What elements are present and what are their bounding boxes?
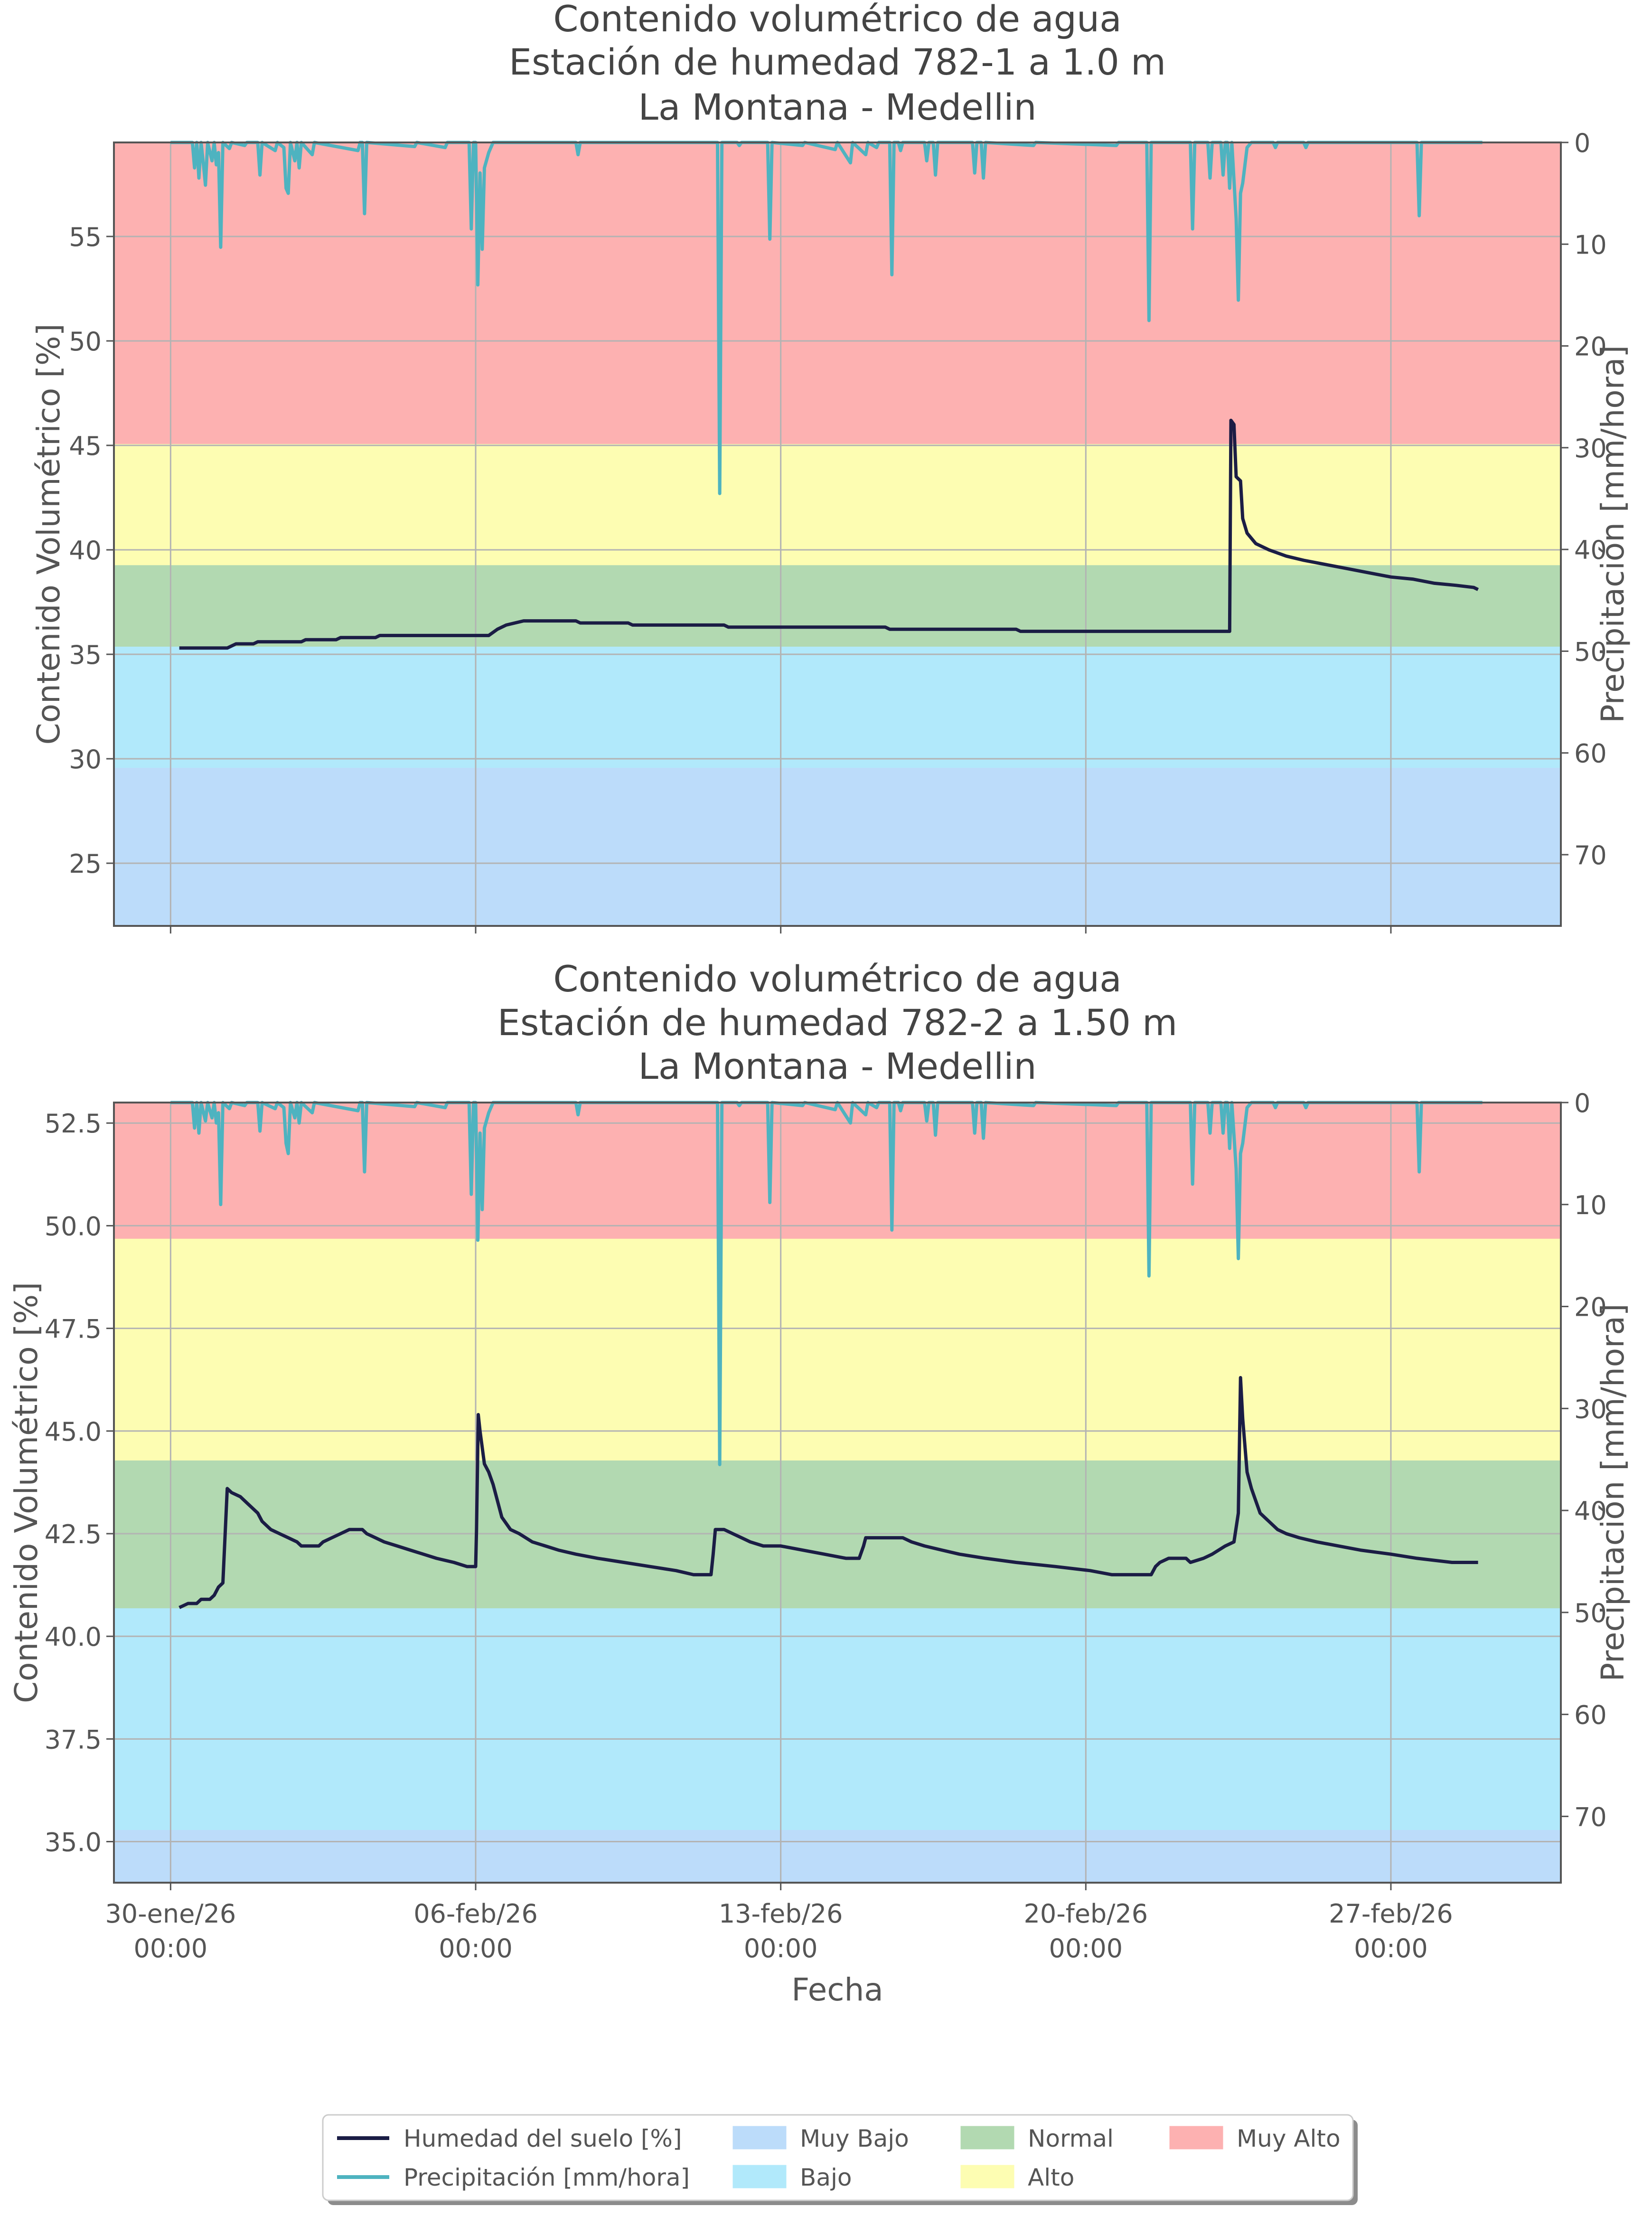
legend-entry-bajo-label: Bajo	[800, 2164, 852, 2191]
y-right-tick-label: 0	[1574, 128, 1590, 158]
band-alto	[113, 1237, 1562, 1461]
y-tick-label: 35.0	[45, 1828, 102, 1858]
y-right-tick-label: 60	[1574, 739, 1607, 769]
x-tick-label-time: 00:00	[1354, 1933, 1428, 1963]
legend-entry-muy-bajo-swatch	[732, 2126, 787, 2150]
y-right-tick-label: 40	[1574, 535, 1607, 565]
y-tick-label: 37.5	[45, 1725, 102, 1754]
y-tick-label: 45	[69, 431, 102, 461]
legend-entry-alto-swatch	[960, 2165, 1014, 2188]
x-tick-label-time: 00:00	[744, 1933, 818, 1963]
y-tick-label: 55	[69, 222, 102, 252]
band-muy-bajo	[113, 766, 1562, 927]
y-tick-label: 47.5	[45, 1314, 102, 1344]
y-right-tick-label: 60	[1574, 1700, 1607, 1730]
y-right-tick-label: 30	[1574, 434, 1607, 463]
y-axis-label: Contenido Volumétrico [%]	[8, 1282, 45, 1703]
y-right-tick-label: 30	[1574, 1394, 1607, 1424]
plot-frame	[113, 1102, 1562, 1884]
legend-entry-muy-bajo-label: Muy Bajo	[800, 2125, 909, 2152]
y-tick-label: 52.5	[45, 1109, 102, 1139]
legend-entry-precipitaci-n-mm-hora-label: Precipitación [mm/hora]	[404, 2164, 690, 2191]
y-tick-label: 40	[69, 536, 102, 566]
soil-moisture-series	[179, 418, 1479, 650]
y-tick-label: 25	[69, 849, 102, 879]
legend: Humedad del suelo [%] Precipitación [mm/h…	[322, 2114, 1358, 2205]
legend-entry-normal-swatch	[960, 2126, 1014, 2150]
y-right-tick-label: 50	[1574, 1598, 1607, 1628]
legend-entry-muy-alto-label: Muy Alto	[1237, 2125, 1341, 2152]
x-tick-label-date: 06-feb/26	[413, 1899, 538, 1929]
y-tick-label: 30	[69, 745, 102, 774]
y-right-tick-label: 0	[1574, 1088, 1590, 1118]
legend-entry-normal-label: Normal	[1028, 2125, 1114, 2152]
band-muy-alto	[113, 141, 1562, 444]
chart-title-line-2: Estación de humedad 782-2 a 1.50 m	[497, 1001, 1177, 1044]
y-right-tick-label: 70	[1574, 1802, 1607, 1832]
x-tick-label-time: 00:00	[439, 1933, 513, 1963]
band-bajo	[113, 645, 1562, 768]
x-tick-label-time: 00:00	[134, 1933, 208, 1963]
legend-entry-muy-alto-swatch	[1169, 2126, 1223, 2150]
y-axis-label-right: Precipitación [mm/hora]	[1595, 1303, 1631, 1681]
y-tick-label: 40.0	[45, 1622, 102, 1652]
x-tick-label-date: 20-feb/26	[1023, 1899, 1148, 1929]
soil-moisture-series	[178, 1376, 1478, 1609]
band-bajo	[113, 1607, 1562, 1830]
x-tick-label-time: 00:00	[1049, 1933, 1123, 1963]
y-axis-label-right: Precipitación [mm/hora]	[1595, 345, 1631, 723]
legend-entry-bajo-swatch	[732, 2165, 787, 2188]
y-tick-label: 45.0	[45, 1417, 102, 1447]
x-tick-label-date: 13-feb/26	[719, 1899, 843, 1929]
y-tick-label: 35	[69, 640, 102, 670]
legend-entry-alto-label: Alto	[1028, 2164, 1074, 2191]
band-muy-bajo	[113, 1829, 1562, 1884]
chart-title-line-1: Contenido volumétrico de agua	[553, 0, 1121, 40]
chart-title-line-2: Estación de humedad 782-1 a 1.0 m	[509, 41, 1166, 83]
plot-frame	[113, 141, 1562, 927]
chart-title-line-1: Contenido volumétrico de agua	[553, 958, 1121, 1000]
y-right-tick-label: 40	[1574, 1496, 1607, 1526]
legend-entry-humedad-del-suelo-label: Humedad del suelo [%]	[404, 2125, 682, 2152]
y-tick-label: 50	[69, 327, 102, 357]
y-right-tick-label: 10	[1574, 230, 1607, 260]
y-tick-label: 50.0	[45, 1211, 102, 1241]
x-tick-label-date: 30-ene/26	[105, 1899, 236, 1929]
x-tick-label-date: 27-feb/26	[1329, 1899, 1453, 1929]
x-axis-label: Fecha	[791, 1971, 883, 2008]
y-right-tick-label: 50	[1574, 637, 1607, 667]
y-right-tick-label: 20	[1574, 1292, 1607, 1322]
y-right-tick-label: 70	[1574, 840, 1607, 870]
y-right-tick-label: 10	[1574, 1190, 1607, 1220]
y-right-tick-label: 20	[1574, 332, 1607, 362]
y-axis-label: Contenido Volumétrico [%]	[30, 324, 67, 745]
band-normal	[113, 564, 1562, 647]
y-tick-label: 42.5	[45, 1519, 102, 1549]
band-alto	[113, 443, 1562, 566]
legend-box	[322, 2114, 1354, 2201]
chart-title-line-3: La Montana - Medellin	[638, 86, 1036, 128]
chart-title-line-3: La Montana - Medellin	[638, 1045, 1036, 1087]
band-muy-alto	[113, 1102, 1562, 1239]
precipitation-series	[170, 1101, 1483, 1466]
